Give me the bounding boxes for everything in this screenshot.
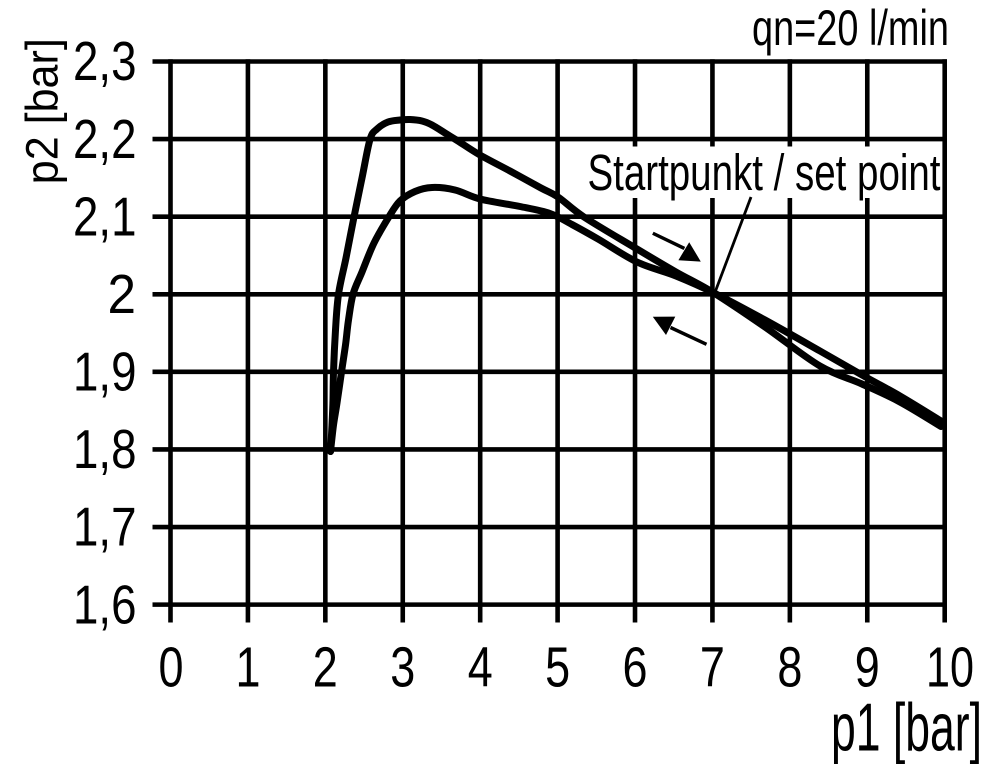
svg-text:Startpunkt / set point: Startpunkt / set point (588, 144, 941, 201)
svg-text:0: 0 (159, 636, 184, 700)
svg-text:2: 2 (313, 636, 338, 700)
svg-text:2: 2 (108, 263, 137, 325)
svg-text:8: 8 (777, 636, 802, 700)
svg-text:1: 1 (236, 636, 261, 700)
svg-text:9: 9 (855, 636, 880, 700)
svg-text:qn=20 l/min: qn=20 l/min (752, 0, 949, 56)
svg-text:1,7: 1,7 (73, 496, 137, 558)
svg-text:p2 [bar]: p2 [bar] (17, 38, 68, 184)
svg-text:4: 4 (468, 636, 493, 700)
svg-text:5: 5 (545, 636, 570, 700)
svg-text:p1 [bar]: p1 [bar] (831, 690, 982, 764)
svg-text:2,2: 2,2 (73, 108, 137, 170)
svg-text:3: 3 (390, 636, 415, 700)
svg-text:1,8: 1,8 (73, 418, 137, 480)
svg-text:6: 6 (623, 636, 648, 700)
svg-text:1,9: 1,9 (73, 341, 137, 403)
svg-text:1,6: 1,6 (73, 573, 137, 635)
svg-text:2,3: 2,3 (73, 30, 137, 92)
svg-text:7: 7 (700, 636, 725, 700)
svg-text:2,1: 2,1 (73, 185, 137, 247)
svg-text:10: 10 (926, 636, 974, 700)
